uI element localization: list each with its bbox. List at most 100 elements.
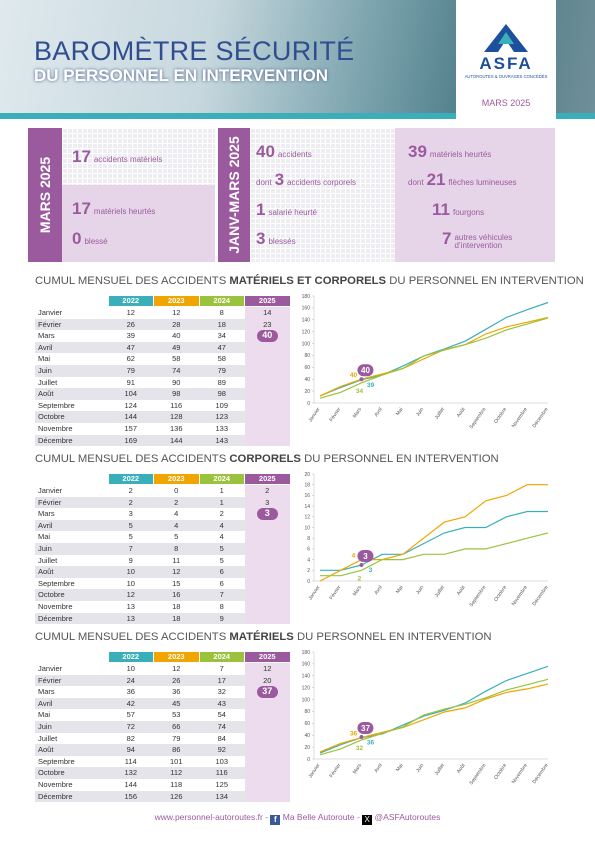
cell: 89 xyxy=(217,377,226,387)
row-label: Novembre xyxy=(38,780,73,789)
cell: 18 xyxy=(172,602,181,611)
website[interactable]: www.personnel-autoroutes.fr - xyxy=(154,812,271,822)
cell: 157 xyxy=(124,424,137,433)
cell: 12 xyxy=(126,308,135,317)
row-label: Janvier xyxy=(38,664,63,673)
stat-value: 3 xyxy=(274,170,285,189)
x-tick-label: Octobre xyxy=(493,763,508,781)
stat-text: blessés xyxy=(268,237,296,246)
cell: 12 xyxy=(126,590,135,600)
point-label: 36 xyxy=(367,740,375,747)
stat-value: 40 xyxy=(256,142,275,161)
row-label: Février xyxy=(38,675,62,685)
month-strip: MARS 2025 xyxy=(28,128,62,262)
stat: 3 blessés xyxy=(256,229,296,249)
cell: 10 xyxy=(126,578,135,588)
cell: 12 xyxy=(172,308,181,317)
cell: 57 xyxy=(126,710,135,720)
row-label: Décembre xyxy=(38,435,73,445)
row-bg xyxy=(35,318,245,331)
x-tick-label: Décembre xyxy=(531,407,549,430)
row-label: Décembre xyxy=(38,613,73,623)
stat-value: 11 xyxy=(432,200,450,219)
cell: 58 xyxy=(217,354,226,364)
row-label: Septembre xyxy=(38,578,75,588)
period-left xyxy=(250,128,395,262)
x-tick-label: Avril xyxy=(373,407,383,418)
cell: 7 xyxy=(219,590,224,600)
x-tick-label: Juin xyxy=(415,585,425,596)
highlight-bubble xyxy=(357,722,374,735)
header-band xyxy=(0,113,595,119)
column-header: 2022 xyxy=(108,652,153,662)
row-label: Novembre xyxy=(38,424,73,433)
y-tick-label: 100 xyxy=(302,341,311,347)
cell: 6 xyxy=(219,567,224,577)
stat-prefix: dont xyxy=(408,178,424,187)
y-tick-label: 60 xyxy=(304,721,310,727)
column-header: 2023 xyxy=(154,474,199,484)
y-tick-label: 0 xyxy=(307,579,310,585)
title: BAROMÈTRE SÉCURITÉ xyxy=(34,36,355,66)
x-tick-label: Mai xyxy=(395,585,405,595)
cell: 40 xyxy=(172,331,181,341)
cell: 2 xyxy=(219,509,224,519)
month-label: MARS 2025 xyxy=(37,156,53,234)
row-bg xyxy=(35,674,245,687)
logo-text: ASFA xyxy=(479,54,533,73)
x-tick-label: Janvier xyxy=(307,762,321,779)
y-tick-label: 160 xyxy=(302,306,311,312)
cell: 12 xyxy=(263,664,272,673)
facebook[interactable]: Ma Belle Autoroute - xyxy=(282,812,363,822)
title-part: MATÉRIELS ET CORPORELS xyxy=(229,275,387,287)
section-title: CUMUL MENSUEL DES ACCIDENTS MATÉRIELS DU… xyxy=(35,631,492,643)
stat: dont 21 flèches lumineuses xyxy=(408,170,517,190)
stat-value: 1 xyxy=(256,200,266,219)
stat-value: 7 xyxy=(442,229,452,248)
y-tick-label: 20 xyxy=(304,472,310,478)
cell: 9 xyxy=(128,555,133,565)
title-part: CUMUL MENSUEL DES ACCIDENTS xyxy=(35,453,230,465)
cell: 26 xyxy=(126,319,135,329)
y-tick-label: 20 xyxy=(304,745,310,751)
column-header: 2024 xyxy=(199,296,244,306)
column-header: 2025 xyxy=(245,296,290,306)
y-tick-label: 14 xyxy=(304,504,310,510)
period-label: JANV-MARS 2025 xyxy=(226,136,242,254)
point-label: 34 xyxy=(356,388,364,395)
y-tick-label: 0 xyxy=(307,401,310,407)
logo-tagline: AUTOROUTES & OUVRAGES CONCÉDÉS xyxy=(464,74,548,79)
cell: 36 xyxy=(126,687,135,697)
x-tick-label: Février xyxy=(329,584,343,600)
cell: 134 xyxy=(215,791,228,801)
stat-text: flèches lumineuses xyxy=(448,178,517,187)
stat: dont 3 accidents corporels xyxy=(256,170,356,190)
row-bg xyxy=(35,365,245,377)
cell: 49 xyxy=(172,342,181,352)
y-tick-label: 2 xyxy=(307,568,310,574)
x-tick-label: Avril xyxy=(373,763,383,774)
x-tick-label: Septembre xyxy=(469,585,488,609)
stat-text: autres véhicules d’intervention xyxy=(454,233,513,250)
cell: 92 xyxy=(217,745,226,755)
y-tick-label: 40 xyxy=(304,377,310,383)
cell: 8 xyxy=(219,308,224,317)
cell: 79 xyxy=(217,366,226,375)
chart: 0 20 40 60 80 100 120 140 160 180 Janvier Février Ma… xyxy=(302,650,550,786)
cell: 169 xyxy=(124,435,137,445)
cell: 2 xyxy=(265,486,270,495)
y-tick-label: 100 xyxy=(302,697,311,703)
cell: 2 xyxy=(128,486,133,495)
x-account[interactable]: @ASFAutoroutes xyxy=(374,812,441,822)
row-label: Juin xyxy=(38,544,52,553)
chart: 0 20 40 60 80 100 120 140 160 180 Janvier Février Ma… xyxy=(302,294,550,430)
point-label: 32 xyxy=(356,745,364,752)
row-label: Mai xyxy=(38,354,51,364)
y-tick-label: 140 xyxy=(302,318,311,324)
cell: 13 xyxy=(126,602,135,611)
cell: 2 xyxy=(128,497,133,507)
row-label: Octobre xyxy=(38,412,65,422)
row-label: Mai xyxy=(38,710,51,720)
cell: 124 xyxy=(124,400,137,410)
cell: 1 xyxy=(219,497,224,507)
